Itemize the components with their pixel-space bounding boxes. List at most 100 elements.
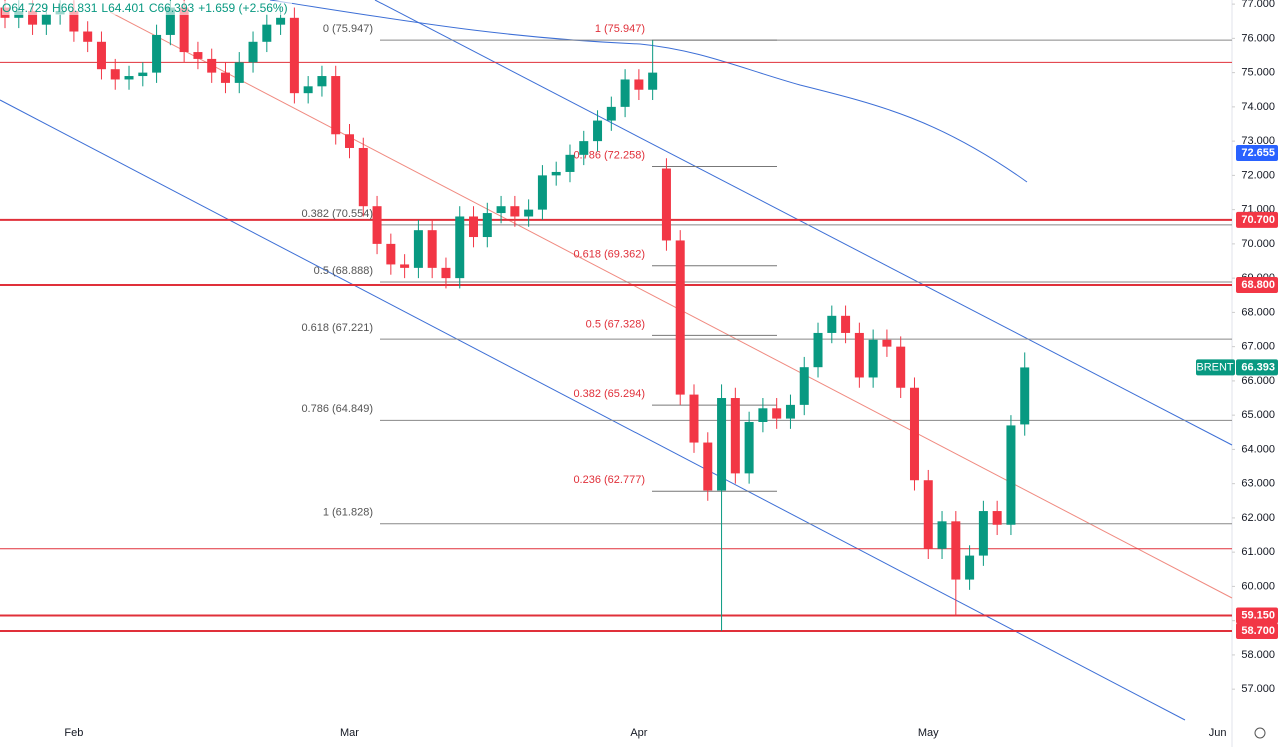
candle-body bbox=[28, 10, 38, 25]
price-tag-label: 66.393 bbox=[1241, 361, 1275, 373]
candle-body bbox=[262, 24, 272, 42]
x-tick-label: Jun bbox=[1209, 727, 1227, 739]
fib-label: 0.786 (64.849) bbox=[301, 403, 373, 415]
channel-lower bbox=[0, 99, 1186, 721]
price-tag-label: 72.655 bbox=[1241, 147, 1275, 159]
ohlc-legend: O64.729 H66.831 L64.401 C66.393 +1.659 (+2.5… bbox=[2, 1, 292, 15]
candle-body bbox=[965, 555, 975, 580]
candle-body bbox=[689, 394, 699, 443]
candle-body bbox=[331, 76, 341, 135]
moving-average bbox=[269, 0, 1028, 183]
candle-body bbox=[537, 175, 547, 210]
candle-body bbox=[661, 168, 671, 241]
candle-body bbox=[83, 31, 93, 42]
candle-body bbox=[469, 216, 479, 238]
fib-label: 0 (75.947) bbox=[323, 23, 373, 35]
candle-body bbox=[41, 14, 51, 25]
candle-body bbox=[909, 387, 919, 481]
candle-body bbox=[427, 230, 437, 268]
settings-icon[interactable] bbox=[1254, 727, 1266, 739]
price-tag-label: 59.150 bbox=[1241, 609, 1275, 621]
candle-body bbox=[758, 408, 768, 422]
candle-body bbox=[248, 41, 258, 63]
candle-body bbox=[455, 216, 465, 279]
candle-body bbox=[799, 367, 809, 405]
candle-body bbox=[165, 7, 175, 35]
x-tick-label: Feb bbox=[64, 727, 83, 739]
y-tick-label: 74.000 bbox=[1241, 101, 1275, 113]
candle-body bbox=[882, 339, 892, 347]
y-tick-label: 73.000 bbox=[1241, 135, 1275, 147]
candle-body bbox=[772, 408, 782, 419]
candle-body bbox=[69, 10, 79, 32]
candle-body bbox=[317, 76, 327, 87]
x-tick-label: May bbox=[918, 727, 939, 739]
fib-label: 1 (61.828) bbox=[323, 507, 373, 519]
fib-label: 1 (75.947) bbox=[595, 23, 645, 35]
candle-body bbox=[152, 34, 162, 73]
y-tick-label: 75.000 bbox=[1241, 67, 1275, 79]
fib-label: 0.5 (67.328) bbox=[586, 318, 645, 330]
price-tag-label: 68.800 bbox=[1241, 279, 1275, 291]
price-tag bbox=[1236, 607, 1278, 624]
candle-body bbox=[303, 86, 313, 94]
price-tag bbox=[1236, 622, 1278, 639]
candle-body bbox=[579, 141, 589, 155]
candle-body bbox=[345, 134, 354, 148]
y-tick-label: 77.000 bbox=[1241, 0, 1275, 10]
candle-body bbox=[827, 315, 837, 333]
fib-label: 0.5 (68.888) bbox=[314, 265, 373, 277]
candle-body bbox=[413, 230, 423, 268]
y-tick-label: 76.000 bbox=[1241, 32, 1275, 44]
candle-body bbox=[1020, 367, 1030, 425]
candle-body bbox=[96, 41, 106, 70]
y-tick-label: 60.000 bbox=[1241, 580, 1275, 592]
fib-label: 0.382 (65.294) bbox=[573, 388, 645, 400]
y-tick-label: 61.000 bbox=[1241, 546, 1275, 558]
fib-label: 0.786 (72.258) bbox=[573, 149, 645, 161]
fib-label: 0.618 (67.221) bbox=[301, 322, 373, 334]
candle-body bbox=[896, 346, 906, 388]
x-tick-label: Apr bbox=[630, 727, 647, 739]
candle-body bbox=[937, 521, 947, 549]
candle-body bbox=[386, 243, 396, 265]
candle-body bbox=[276, 17, 286, 25]
candle-body bbox=[124, 76, 134, 80]
candle-body bbox=[606, 106, 616, 121]
y-tick-label: 72.000 bbox=[1241, 169, 1275, 181]
candle-body bbox=[923, 480, 933, 549]
price-tag bbox=[1236, 211, 1278, 228]
legend-item: O64.729 bbox=[2, 1, 49, 15]
legend-item: C66.393 bbox=[148, 1, 195, 15]
candle-body bbox=[634, 79, 644, 90]
x-tick-label: Mar bbox=[340, 727, 359, 739]
legend-item: L64.401 bbox=[101, 1, 145, 15]
candle-body bbox=[551, 171, 561, 176]
candle-body bbox=[496, 206, 506, 214]
candle-body bbox=[675, 240, 685, 395]
y-tick-label: 66.000 bbox=[1241, 375, 1275, 387]
symbol-tag bbox=[1196, 359, 1235, 376]
candle-body bbox=[951, 521, 961, 580]
legend-item: H66.831 bbox=[52, 1, 98, 15]
channel-upper bbox=[374, 0, 1233, 446]
candle-body bbox=[110, 69, 120, 80]
candle-body bbox=[441, 267, 451, 279]
candle-body bbox=[593, 120, 603, 142]
candle-body bbox=[372, 206, 382, 244]
y-tick-label: 57.000 bbox=[1241, 683, 1275, 695]
y-tick-label: 68.000 bbox=[1241, 306, 1275, 318]
fib-label: 0.236 (62.777) bbox=[573, 474, 645, 486]
candle-body bbox=[289, 17, 299, 94]
candle-body bbox=[358, 147, 368, 207]
candle-body bbox=[978, 511, 988, 556]
candle-body bbox=[138, 72, 148, 77]
price-tag bbox=[1236, 144, 1278, 161]
candle-body bbox=[785, 404, 795, 419]
price-tag-label: 70.700 bbox=[1241, 214, 1275, 226]
candle-body bbox=[234, 62, 244, 83]
candle-body bbox=[703, 442, 713, 491]
y-tick-label: 64.000 bbox=[1241, 443, 1275, 455]
